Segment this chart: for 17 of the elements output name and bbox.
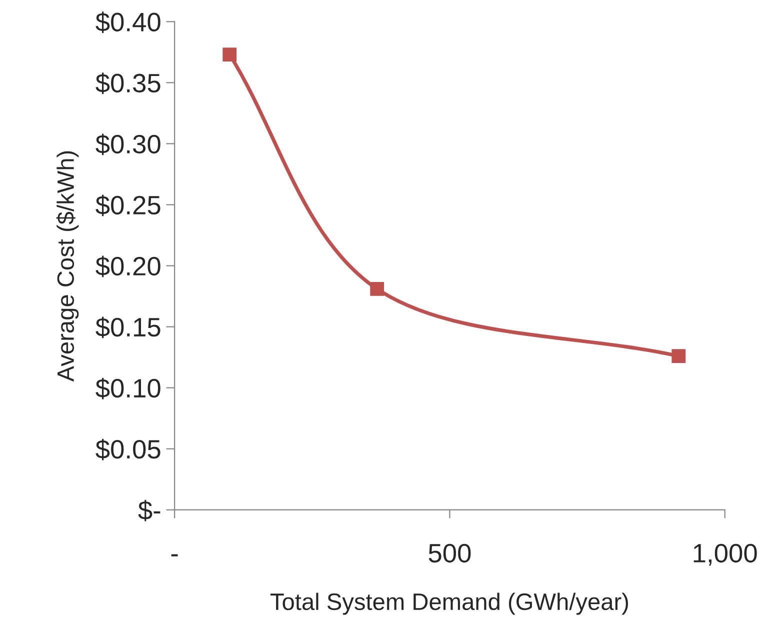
y-tick-label: $0.10 — [96, 378, 160, 400]
y-tick-label: $0.05 — [96, 438, 160, 460]
y-tick-label: $0.20 — [96, 256, 160, 278]
point — [370, 282, 384, 296]
y-tick-label: $0.15 — [96, 316, 160, 338]
point — [222, 48, 237, 62]
y-tick-label: $- — [138, 500, 160, 522]
x-tick-label: - — [171, 554, 178, 556]
x-axis-title: Total System Demand (GWh/year) — [270, 592, 628, 615]
y-axis-title: Average Cost ($/kWh) — [56, 151, 79, 382]
point — [672, 349, 686, 364]
y-tick-label: $0.40 — [96, 12, 160, 34]
y-tick-label: $0.35 — [96, 72, 160, 94]
x-tick-label: 1,000 — [694, 544, 757, 566]
y-tick-label: $0.30 — [96, 134, 160, 156]
x-tick-label: 500 — [428, 544, 471, 563]
y-tick-label: $0.25 — [96, 194, 160, 216]
